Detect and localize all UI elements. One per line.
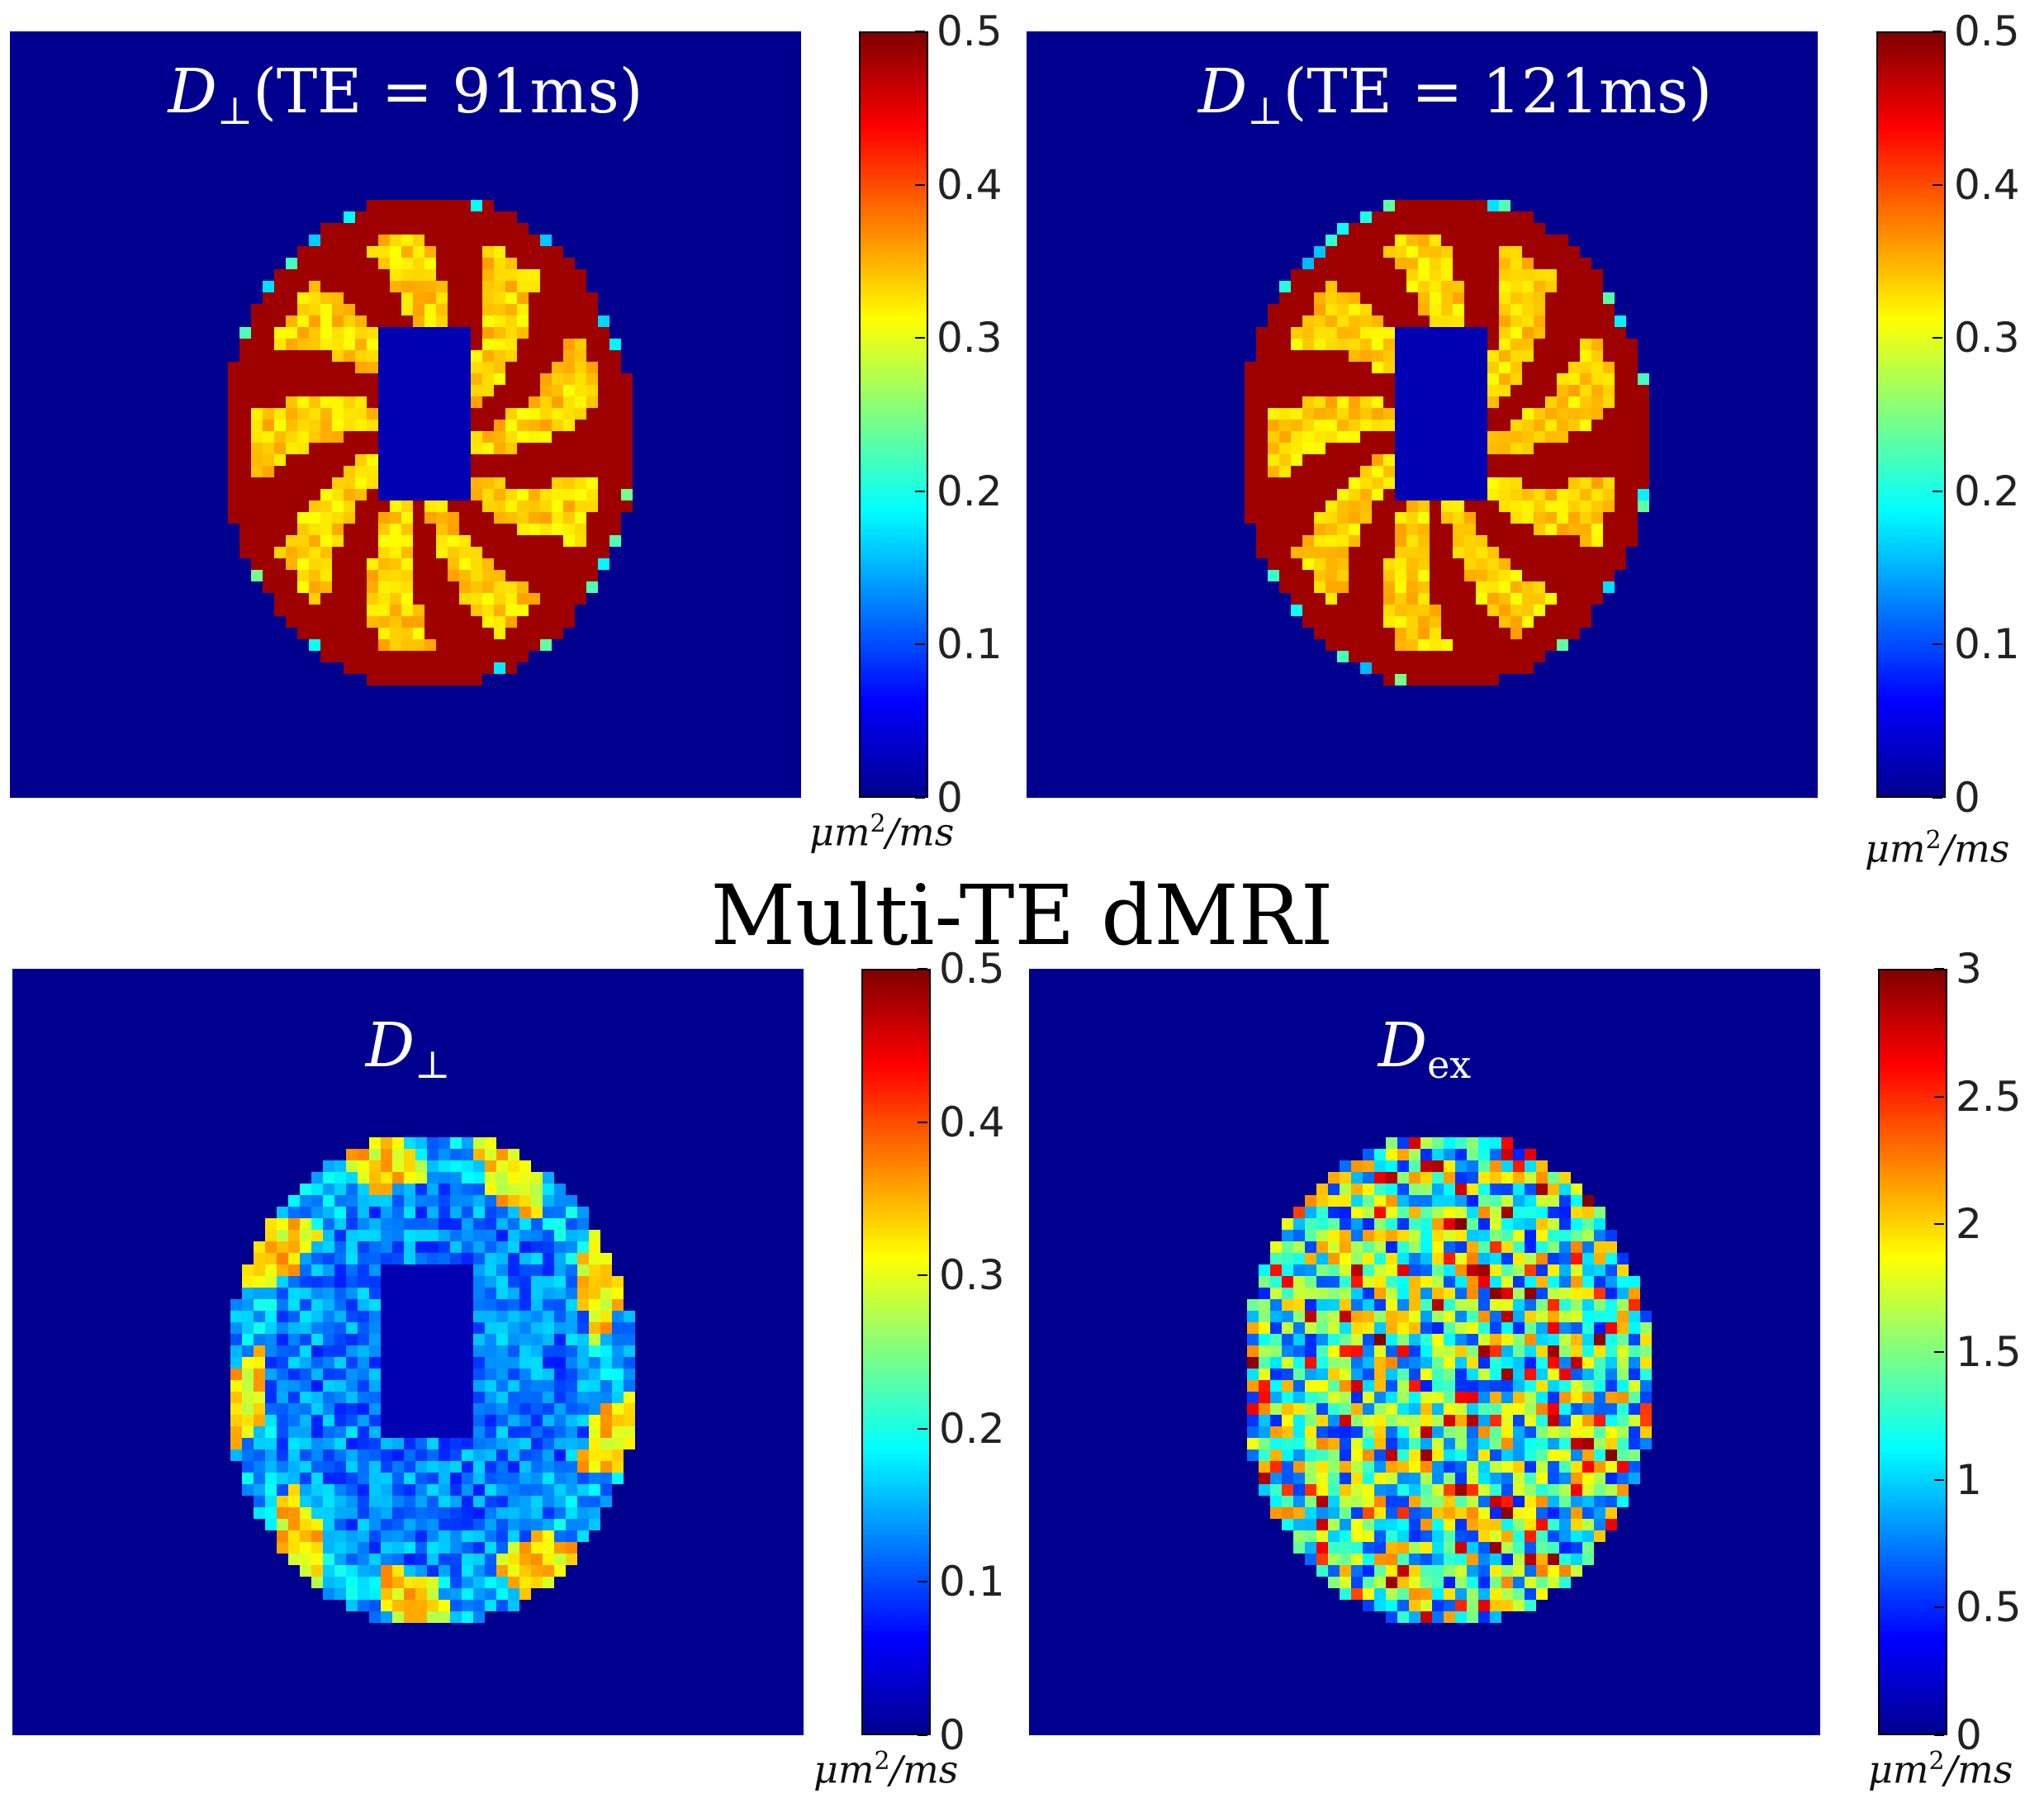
colorbar-tick-label: 3 (1956, 945, 1982, 993)
map-panel-dperp: D⊥ (12, 969, 804, 1735)
panel-title: D⊥(TE = 91ms) (168, 56, 643, 133)
colorbar-tick-mark (1933, 490, 1942, 492)
colorbar-tick-label: 1.5 (1956, 1328, 2022, 1376)
colorbar-tick-label: 0.2 (1954, 467, 2020, 515)
map-panel-dex: Dex (1029, 969, 1820, 1735)
colorbar-tick-label: 0.2 (939, 1404, 1005, 1453)
colorbar-tick-label: 0.5 (1956, 1583, 2022, 1632)
colorbar-tick-mark (1934, 968, 1944, 970)
colorbar-tick-mark (918, 1121, 927, 1123)
colorbar-tick-mark (1934, 1734, 1944, 1736)
colorbar-tick-mark (1934, 1478, 1944, 1481)
colorbar-tick-label: 0.4 (1954, 160, 2020, 209)
colorbar-tick-label: 0.4 (937, 160, 1003, 209)
colorbar-unit: μm2/ms (809, 809, 955, 855)
colorbar-unit: μm2/ms (1865, 826, 2010, 871)
colorbar-tick-label: 0 (1956, 1711, 1982, 1759)
colorbar-tick-mark (915, 490, 925, 492)
colorbar-tick-label: 0.3 (939, 1251, 1005, 1300)
colorbar-tick-label: 0 (937, 774, 963, 822)
colorbar-tick-mark (1933, 183, 1942, 186)
colorbar-tick-mark (1933, 797, 1942, 799)
colorbar-tick-mark (915, 643, 925, 646)
colorbar-tick-label: 1 (1956, 1455, 1982, 1504)
map-panel-dperp-te91: D⊥(TE = 91ms) (10, 31, 801, 798)
colorbar-unit: μm2/ms (1868, 1747, 2013, 1792)
colorbar-tick-mark (915, 797, 925, 799)
colorbar-tick-mark (918, 1581, 927, 1583)
colorbar-tick-mark (915, 337, 925, 339)
brain-map-image (228, 200, 633, 686)
colorbar-tick-label: 0.5 (939, 945, 1005, 993)
colorbar-tick-label: 0.3 (937, 314, 1003, 363)
colorbar-unit: μm2/ms (813, 1747, 959, 1792)
colorbar-tick-label: 0.4 (939, 1098, 1005, 1146)
brain-map-image (1245, 200, 1649, 686)
panel-title: D⊥ (365, 1010, 451, 1087)
panel-title: Dex (1378, 1010, 1472, 1087)
colorbar-tick-mark (918, 968, 927, 970)
brain-map-image (230, 1137, 635, 1623)
colorbar-tick-mark (915, 183, 925, 186)
map-panel-dperp-te121: D⊥(TE = 121ms) (1027, 31, 1818, 798)
colorbar (1876, 31, 1946, 798)
colorbar-tick-label: 0.1 (937, 620, 1003, 669)
colorbar (859, 31, 928, 798)
colorbar (861, 969, 931, 1735)
colorbar-tick-mark (1933, 337, 1942, 339)
colorbar-tick-label: 2 (1956, 1200, 1982, 1249)
colorbar-tick-mark (1934, 1351, 1944, 1353)
colorbar-tick-label: 0.2 (937, 467, 1003, 515)
colorbar-tick-label: 0.1 (939, 1558, 1005, 1606)
colorbar-tick-label: 0 (1954, 774, 1980, 822)
colorbar-tick-mark (918, 1427, 927, 1430)
colorbar-tick-mark (918, 1274, 927, 1277)
colorbar-tick-label: 0.5 (937, 7, 1003, 55)
colorbar-tick-label: 2.5 (1956, 1072, 2022, 1121)
brain-map-image (1247, 1137, 1652, 1623)
colorbar-tick-mark (1933, 31, 1942, 32)
colorbar-tick-mark (1934, 1606, 1944, 1609)
colorbar-tick-mark (1934, 1223, 1944, 1226)
colorbar-tick-mark (1934, 1095, 1944, 1098)
colorbar-tick-label: 0.1 (1954, 620, 2020, 669)
colorbar-tick-label: 0.5 (1954, 7, 2020, 55)
colorbar-tick-mark (918, 1734, 927, 1736)
colorbar-tick-mark (1933, 643, 1942, 646)
figure-title: Multi-TE dMRI (710, 867, 1334, 964)
panel-title: D⊥(TE = 121ms) (1197, 56, 1713, 133)
colorbar-tick-mark (915, 31, 925, 32)
colorbar-tick-label: 0.3 (1954, 314, 2020, 363)
colorbar-tick-label: 0 (939, 1711, 965, 1759)
